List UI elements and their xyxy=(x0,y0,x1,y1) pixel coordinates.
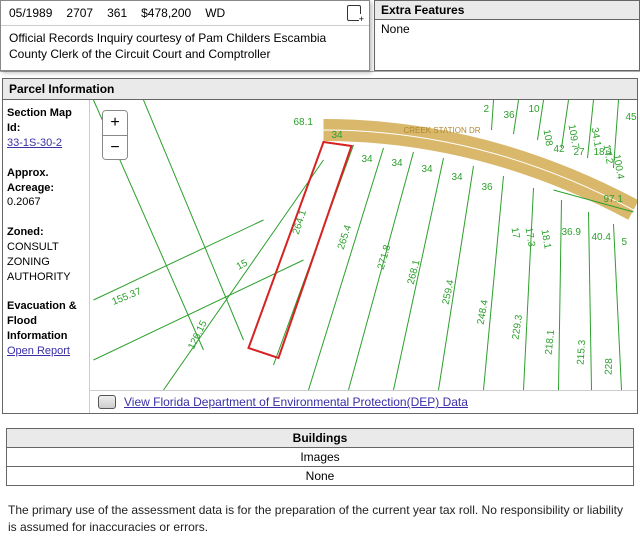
map-labels: 155.37 126.15 15 68.1 34 264.1 265.4 271… xyxy=(111,104,637,375)
svg-text:268.1: 268.1 xyxy=(406,259,423,286)
svg-text:218.1: 218.1 xyxy=(544,329,558,355)
svg-text:36.9: 36.9 xyxy=(562,227,582,238)
record-date: 05/1989 xyxy=(9,6,52,20)
zoom-in-button[interactable]: + xyxy=(103,111,127,135)
dep-row: View Florida Department of Environmental… xyxy=(90,390,637,413)
acreage-label: Approx. Acreage: xyxy=(7,166,85,196)
svg-text:215.3: 215.3 xyxy=(576,339,589,365)
courtesy-text: Official Records Inquiry courtesy of Pam… xyxy=(1,26,369,70)
buildings-images-row: Images xyxy=(7,448,633,467)
svg-text:248.4: 248.4 xyxy=(476,299,491,326)
svg-text:68.1: 68.1 xyxy=(294,117,314,128)
svg-text:264.1: 264.1 xyxy=(291,209,309,237)
svg-text:100.4: 100.4 xyxy=(611,154,626,181)
svg-text:271.8: 271.8 xyxy=(376,244,394,272)
svg-text:108: 108 xyxy=(541,129,555,148)
buildings-none-row: None xyxy=(7,467,633,485)
disclaimer-text: The primary use of the assessment data i… xyxy=(8,502,632,536)
zoom-controls: + − xyxy=(102,110,128,160)
flood-link[interactable]: Open Report xyxy=(7,345,70,357)
record-panel: 05/1989 2707 361 $478,200 WD Official Re… xyxy=(0,0,370,71)
svg-text:265.4: 265.4 xyxy=(336,224,354,252)
svg-text:97.1: 97.1 xyxy=(604,194,624,205)
svg-text:15: 15 xyxy=(235,258,250,273)
svg-text:36: 36 xyxy=(482,182,494,193)
extra-features-header: Extra Features xyxy=(375,1,639,20)
svg-text:34: 34 xyxy=(332,130,344,141)
parcel-header: Parcel Information xyxy=(3,79,637,100)
parcel-sidebar: Section Map Id: 33-1S-30-2 Approx. Acrea… xyxy=(3,100,89,413)
svg-text:36: 36 xyxy=(504,110,516,121)
street-label: CREEK STATION DR xyxy=(404,126,481,135)
svg-text:34: 34 xyxy=(392,158,404,169)
svg-text:34: 34 xyxy=(422,164,434,175)
extra-features-value: None xyxy=(375,20,639,38)
svg-text:229.3: 229.3 xyxy=(511,314,525,341)
svg-text:45: 45 xyxy=(626,112,638,123)
svg-text:17: 17 xyxy=(509,227,522,240)
svg-text:259.4: 259.4 xyxy=(441,279,457,306)
zoned-label: Zoned: xyxy=(7,225,85,240)
svg-text:5: 5 xyxy=(622,237,628,248)
svg-text:42: 42 xyxy=(554,144,566,155)
document-icon[interactable] xyxy=(347,5,361,21)
buildings-table: Buildings Images None xyxy=(6,428,634,486)
svg-text:228: 228 xyxy=(604,358,616,375)
svg-text:40.4: 40.4 xyxy=(592,232,612,243)
zoned-value: CONSULT ZONING AUTHORITY xyxy=(7,240,85,285)
buildings-header: Buildings xyxy=(7,429,633,448)
svg-text:10: 10 xyxy=(529,104,541,115)
record-amount: $478,200 xyxy=(141,6,191,20)
section-map-label: Section Map Id: xyxy=(7,106,85,136)
record-type: WD xyxy=(205,6,225,20)
record-row: 05/1989 2707 361 $478,200 WD xyxy=(1,1,369,26)
record-page: 361 xyxy=(107,6,127,20)
zoom-out-button[interactable]: − xyxy=(103,135,127,159)
acreage-value: 0.2067 xyxy=(7,195,85,210)
record-book: 2707 xyxy=(66,6,93,20)
svg-text:109.7: 109.7 xyxy=(566,124,581,151)
svg-text:34: 34 xyxy=(362,154,374,165)
section-map-link[interactable]: 33-1S-30-2 xyxy=(7,137,62,149)
svg-text:126.15: 126.15 xyxy=(186,319,209,352)
svg-text:34: 34 xyxy=(452,172,464,183)
dep-icon xyxy=(98,395,116,409)
parcel-map[interactable]: + − CREEK STATION DR CREEK STATION DR xyxy=(89,100,637,413)
parcel-panel: Parcel Information Section Map Id: 33-1S… xyxy=(2,78,638,414)
street-name: CREEK STATION DR xyxy=(94,100,171,102)
flood-label: Evacuation & Flood Information xyxy=(7,299,85,344)
svg-text:17.3: 17.3 xyxy=(523,227,537,249)
dep-link[interactable]: View Florida Department of Environmental… xyxy=(124,395,468,409)
map-svg: CREEK STATION DR CREEK STATION DR xyxy=(90,100,637,390)
extra-features-panel: Extra Features None xyxy=(374,0,640,71)
svg-text:18.1: 18.1 xyxy=(539,229,553,251)
svg-text:2: 2 xyxy=(484,104,490,115)
